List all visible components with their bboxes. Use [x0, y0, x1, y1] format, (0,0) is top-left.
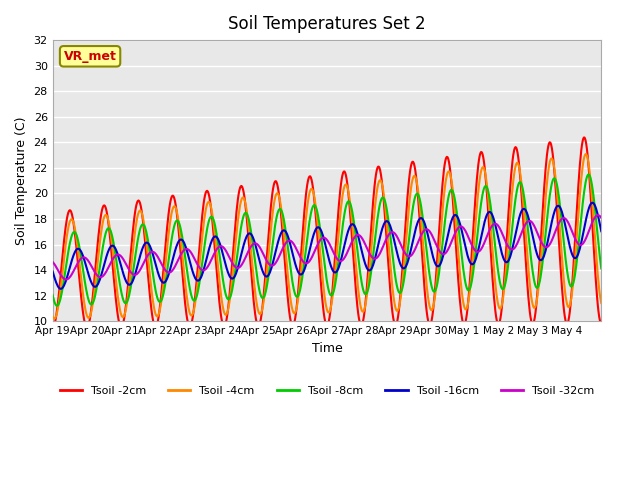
Legend: Tsoil -2cm, Tsoil -4cm, Tsoil -8cm, Tsoil -16cm, Tsoil -32cm: Tsoil -2cm, Tsoil -4cm, Tsoil -8cm, Tsoi…: [55, 381, 598, 400]
X-axis label: Time: Time: [312, 342, 342, 355]
Y-axis label: Soil Temperature (C): Soil Temperature (C): [15, 117, 28, 245]
Text: VR_met: VR_met: [63, 50, 116, 63]
Title: Soil Temperatures Set 2: Soil Temperatures Set 2: [228, 15, 426, 33]
